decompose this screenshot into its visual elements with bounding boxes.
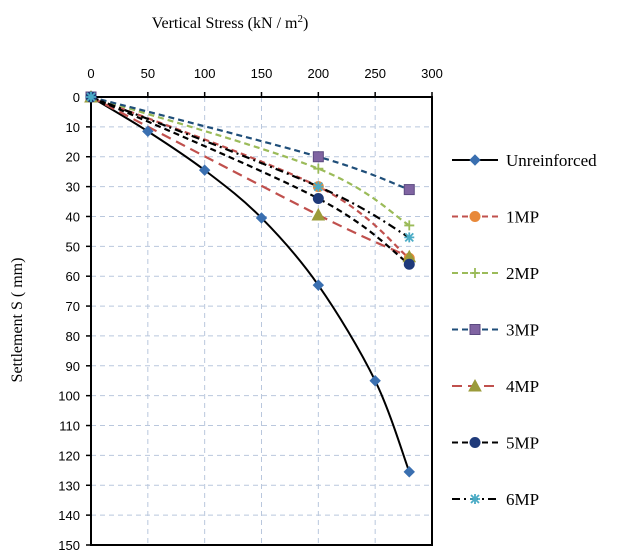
legend-marker-2mp	[470, 268, 480, 278]
x-tick-label-5: 250	[364, 66, 386, 81]
data-point-5mp-2	[403, 258, 415, 270]
legend: Unreinforced 1MP 2MP 3MP 4MP 5MP 6MP	[452, 151, 597, 509]
legend-marker-4mp	[468, 378, 482, 392]
legend-item-6mp: 6MP	[452, 490, 539, 509]
legend-item-3mp: 3MP	[452, 321, 539, 340]
data-point-3mp-1	[312, 151, 324, 163]
series-line-unreinforced	[90, 96, 411, 473]
legend-item-unreinforced: Unreinforced	[452, 151, 597, 170]
data-point-5mp-1	[312, 193, 324, 205]
y-tick-label-15: 150	[58, 538, 80, 553]
legend-label-4mp: 4MP	[506, 377, 539, 396]
y-tick-label-8: 80	[66, 329, 80, 344]
x-tick-label-0: 0	[87, 66, 94, 81]
y-tick-label-5: 50	[66, 239, 80, 254]
legend-marker-6mp	[470, 494, 480, 504]
y-axis-ticks: 0 10 20 30 40 50 60 70 80 90 100 110 120 130 140 150	[58, 90, 91, 553]
y-tick-label-14: 140	[58, 508, 80, 523]
data-point-2mp-2	[404, 220, 415, 231]
y-tick-label-10: 100	[58, 389, 80, 404]
y-tick-label-9: 90	[66, 359, 80, 374]
series-lines	[90, 95, 411, 473]
legend-label-2mp: 2MP	[506, 264, 539, 283]
y-tick-label-7: 70	[66, 299, 80, 314]
legend-marker-5mp	[469, 437, 481, 448]
data-point-unreinforced-3	[255, 212, 268, 224]
y-tick-label-11: 110	[59, 419, 80, 434]
legend-item-4mp: 4MP	[452, 377, 539, 396]
legend-marker-1mp	[469, 211, 481, 222]
series-markers	[84, 89, 417, 478]
x-tick-label-1: 50	[141, 66, 155, 81]
data-point-6mp-2	[404, 232, 415, 243]
x-axis-label: Vertical Stress (kN / m2)	[152, 13, 309, 32]
data-point-unreinforced-5	[369, 375, 381, 387]
x-tick-label-4: 200	[307, 66, 329, 81]
legend-label-3mp: 3MP	[506, 321, 539, 340]
data-point-3mp-2	[403, 184, 415, 196]
data-point-2mp-1	[313, 163, 324, 174]
data-point-unreinforced-2	[198, 164, 211, 176]
legend-marker-3mp	[469, 324, 481, 335]
x-tick-label-3: 150	[251, 66, 273, 81]
y-tick-label-12: 120	[58, 448, 80, 463]
legend-label-5mp: 5MP	[506, 434, 539, 453]
y-tick-label-4: 40	[66, 209, 80, 224]
y-tick-label-1: 10	[66, 120, 80, 135]
data-point-6mp-1	[313, 181, 324, 192]
series-line-6mp	[90, 95, 410, 239]
data-point-unreinforced-6	[403, 466, 415, 478]
x-axis-ticks: 0 50 100 150 200 250 300	[87, 66, 443, 97]
series-line-5mp	[90, 95, 410, 266]
data-point-unreinforced-1	[142, 125, 154, 138]
x-tick-label-6: 300	[421, 66, 443, 81]
data-point-6mp-0	[86, 92, 96, 102]
x-tick-label-2: 100	[194, 66, 216, 81]
legend-marker-unreinforced	[469, 154, 481, 166]
y-tick-label-13: 130	[58, 478, 80, 493]
y-axis-label: Settlement S ( mm)	[9, 258, 26, 383]
series-line-1mp	[90, 95, 410, 260]
y-tick-label-0: 0	[73, 90, 80, 105]
y-tick-label-6: 60	[66, 269, 80, 284]
legend-item-1mp: 1MP	[452, 208, 539, 227]
legend-item-5mp: 5MP	[452, 434, 539, 453]
legend-label-6mp: 6MP	[506, 490, 539, 509]
y-tick-label-2: 20	[66, 150, 80, 165]
data-point-4mp-1	[311, 207, 326, 221]
series-line-4mp	[90, 96, 410, 258]
series-line-3mp	[90, 95, 410, 191]
legend-label-1mp: 1MP	[506, 208, 539, 227]
y-tick-label-3: 30	[66, 180, 80, 195]
legend-item-2mp: 2MP	[452, 264, 539, 283]
legend-label-unreinforced: Unreinforced	[506, 151, 597, 170]
data-point-unreinforced-4	[312, 279, 325, 291]
